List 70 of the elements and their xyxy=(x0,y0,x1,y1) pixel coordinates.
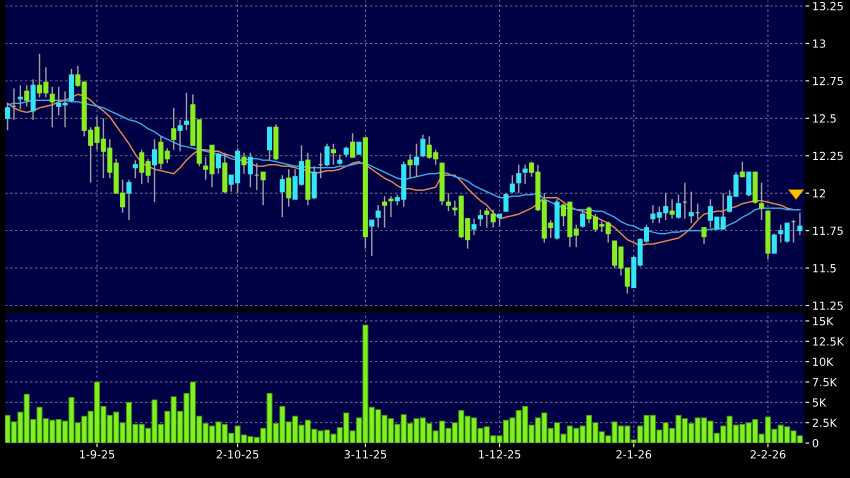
candlestick xyxy=(503,192,508,212)
y-tick-label: 12.5K xyxy=(813,337,844,346)
candlestick xyxy=(152,138,158,203)
candlestick xyxy=(184,92,190,131)
y-tick-label: 0 xyxy=(812,438,818,448)
candlestick xyxy=(772,232,777,254)
candlestick xyxy=(702,226,707,245)
x-tick-label: 2-2-26 xyxy=(750,450,786,459)
y-tick-label: 11.5 xyxy=(813,264,836,272)
candlestick xyxy=(267,126,272,161)
candlestick xyxy=(24,84,30,108)
candlestick xyxy=(241,152,247,174)
candlestick xyxy=(178,119,183,152)
candlestick xyxy=(408,154,413,179)
candlestick xyxy=(260,172,266,206)
y-tick-label: 11.75 xyxy=(813,226,843,236)
candlestick xyxy=(522,164,528,185)
y-tick-label: 13.25 xyxy=(813,2,843,10)
candlestick xyxy=(478,208,483,227)
candlestick xyxy=(344,146,349,158)
x-tick-label: 2-10-25 xyxy=(216,450,258,459)
candlestick xyxy=(5,102,10,131)
y-tick-label: 2.5K xyxy=(812,418,838,428)
candlestick xyxy=(670,198,675,220)
x-tick-label: 2-1-26 xyxy=(616,450,652,459)
y-tick-label: 12 xyxy=(813,189,825,198)
y-tick-label: 12.5 xyxy=(813,114,836,123)
x-tick-label: 3-11-25 xyxy=(344,450,386,459)
candlestick xyxy=(350,132,356,158)
candlestick xyxy=(446,192,451,212)
candlestick xyxy=(746,172,752,197)
candlestick xyxy=(132,160,138,179)
candlestick xyxy=(126,179,132,221)
y-tick-label: 10K xyxy=(813,358,834,366)
y-tick-label: 7.5K xyxy=(812,378,838,386)
candlestick xyxy=(797,212,802,236)
x-tick-label: 1-9-25 xyxy=(80,450,114,459)
candlestick xyxy=(50,86,55,128)
candlestick xyxy=(516,164,522,194)
candlestick xyxy=(510,174,515,194)
candlestick xyxy=(369,219,374,257)
candlestick xyxy=(382,195,388,228)
candlestick xyxy=(248,152,253,188)
y-tick-label: 5K xyxy=(812,398,827,407)
candlestick xyxy=(376,204,381,228)
y-tick-label: 11.25 xyxy=(813,301,843,310)
candlestick xyxy=(497,213,502,227)
candlestick xyxy=(280,174,285,218)
x-tick-label: 1-12-25 xyxy=(479,450,520,459)
candlestick xyxy=(471,218,477,236)
candlestick xyxy=(414,143,420,178)
candlestick xyxy=(676,194,682,220)
candlestick xyxy=(356,142,362,155)
candlestick xyxy=(171,107,176,150)
candlestick xyxy=(688,190,694,224)
y-tick-label: 13 xyxy=(813,39,826,48)
y-tick-label: 15K xyxy=(813,317,834,326)
candlestick xyxy=(420,134,426,158)
candlestick xyxy=(388,195,394,218)
candlestick xyxy=(759,182,764,221)
candlestick xyxy=(740,161,745,178)
candlestick xyxy=(216,152,221,174)
y-tick-label: 12.25 xyxy=(813,152,843,160)
candlestick xyxy=(286,168,292,208)
candlestick xyxy=(330,143,336,166)
y-tick-label: 12.75 xyxy=(813,76,843,86)
candlestick xyxy=(324,143,330,167)
candlestick xyxy=(337,154,342,166)
candlestick xyxy=(580,210,586,228)
candlestick xyxy=(18,84,23,110)
